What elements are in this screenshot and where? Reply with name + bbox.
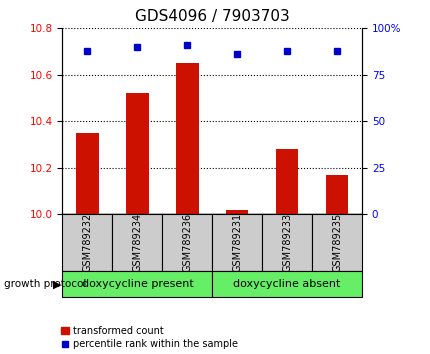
Text: GSM789233: GSM789233	[282, 213, 292, 272]
Text: GSM789236: GSM789236	[182, 213, 192, 272]
Legend: transformed count, percentile rank within the sample: transformed count, percentile rank withi…	[61, 326, 237, 349]
Text: doxycycline present: doxycycline present	[81, 279, 193, 289]
Bar	[311, 214, 361, 271]
Bar	[212, 214, 261, 271]
Bar	[275, 149, 298, 214]
Text: GSM789235: GSM789235	[331, 213, 341, 272]
Text: growth protocol: growth protocol	[4, 279, 86, 289]
Text: doxycycline absent: doxycycline absent	[233, 279, 340, 289]
Bar	[225, 210, 248, 214]
Bar	[112, 214, 162, 271]
Bar	[62, 271, 212, 297]
Text: GSM789231: GSM789231	[232, 213, 242, 272]
Bar	[126, 93, 148, 214]
Bar	[176, 63, 198, 214]
Bar	[325, 175, 347, 214]
Bar	[261, 214, 311, 271]
Bar	[212, 271, 361, 297]
Bar	[76, 133, 98, 214]
Title: GDS4096 / 7903703: GDS4096 / 7903703	[135, 9, 289, 24]
Bar	[162, 214, 212, 271]
Bar	[62, 214, 112, 271]
Text: GSM789232: GSM789232	[82, 213, 92, 272]
Text: GSM789234: GSM789234	[132, 213, 142, 272]
Text: ▶: ▶	[52, 279, 61, 289]
